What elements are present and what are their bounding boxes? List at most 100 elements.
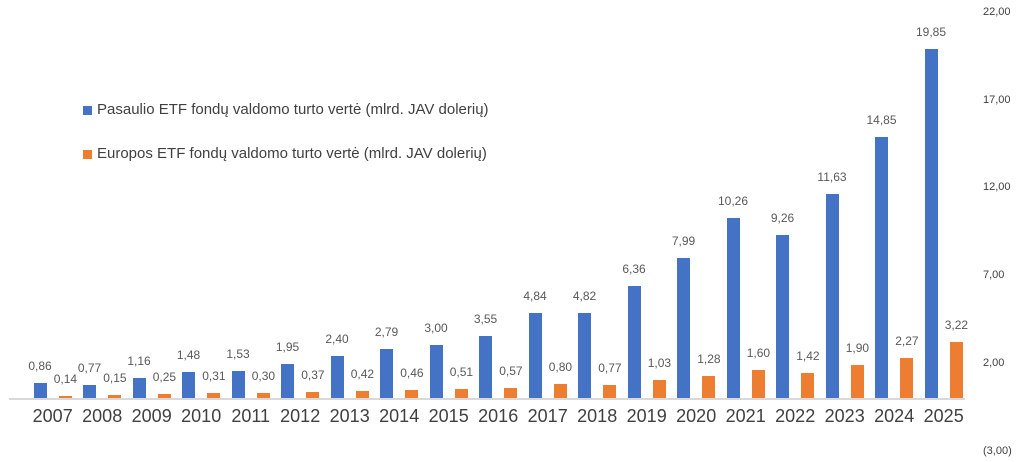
bar-europe-2008 xyxy=(108,395,122,398)
y-axis-tick--3: (3,00) xyxy=(983,444,1012,457)
bar-label-europe-2015: 0,51 xyxy=(449,365,474,379)
bar-europe-2020 xyxy=(702,375,716,398)
x-axis-line xyxy=(9,398,965,400)
x-axis-label-2007: 2007 xyxy=(32,406,73,426)
bar-world-2018 xyxy=(578,313,591,398)
bar-label-europe-2020: 1,28 xyxy=(697,351,721,366)
bar-europe-2022 xyxy=(801,373,815,398)
legend-swatch-world-icon xyxy=(83,105,92,115)
x-axis-label-2015: 2015 xyxy=(428,406,469,426)
bar-label-world-2020: 7,99 xyxy=(671,233,696,248)
x-axis-label-2014: 2014 xyxy=(379,406,420,426)
bar-europe-2017 xyxy=(553,384,567,398)
bar-label-world-2018: 4,82 xyxy=(572,289,597,304)
bar-label-europe-2014: 0,46 xyxy=(400,365,424,380)
bar-label-world-2016: 3,55 xyxy=(473,311,498,326)
x-axis-label-2019: 2019 xyxy=(626,406,667,426)
bar-world-2014 xyxy=(380,349,393,398)
bar-label-europe-2011: 0,30 xyxy=(251,368,276,383)
bar-europe-2015 xyxy=(454,389,468,398)
x-axis-label-2012: 2012 xyxy=(280,406,321,426)
bar-label-world-2024: 14,85 xyxy=(866,113,897,128)
bar-label-europe-2008: 0,15 xyxy=(103,371,127,386)
bar-world-2012 xyxy=(281,363,294,398)
bar-label-world-2012: 1,95 xyxy=(275,339,300,354)
bar-europe-2007 xyxy=(58,395,72,398)
bar-world-2013 xyxy=(330,355,344,398)
bar-label-europe-2013: 0,42 xyxy=(350,366,375,381)
bar-label-europe-2012: 0,37 xyxy=(301,367,325,382)
bar-europe-2011 xyxy=(256,392,270,398)
bar-world-2021 xyxy=(726,217,740,398)
x-axis-label-2021: 2021 xyxy=(725,406,766,426)
bar-label-europe-2024: 2,27 xyxy=(895,334,919,349)
x-axis-label-2010: 2010 xyxy=(181,406,222,426)
bar-label-europe-2007: 0,14 xyxy=(53,371,78,386)
bar-europe-2024 xyxy=(900,358,914,398)
bar-europe-2013 xyxy=(355,390,369,398)
x-axis-label-2022: 2022 xyxy=(775,406,816,426)
bar-label-world-2021: 10,26 xyxy=(717,193,749,208)
y-axis-tick-17: 17,00 xyxy=(983,93,1011,106)
legend-label-world: Pasaulio ETF fondų valdomo turto vertė (… xyxy=(97,101,489,118)
bar-world-2015 xyxy=(429,345,443,398)
y-axis-tick-22: 22,00 xyxy=(983,5,1011,18)
bar-label-europe-2016: 0,57 xyxy=(499,364,523,378)
bar-world-2011 xyxy=(231,371,245,398)
bar-label-world-2014: 2,79 xyxy=(374,325,399,339)
y-axis-tick-12: 12,00 xyxy=(983,181,1011,194)
bar-world-2016 xyxy=(479,335,492,398)
bar-label-europe-2022: 1,42 xyxy=(796,349,820,364)
x-axis-label-2016: 2016 xyxy=(478,406,519,426)
bar-world-2010 xyxy=(182,372,195,398)
bar-europe-2009 xyxy=(157,393,171,398)
bar-world-2019 xyxy=(627,286,641,398)
bar-europe-2012 xyxy=(306,391,320,398)
legend-label-europe: Europos ETF fondų valdomo turto vertė (m… xyxy=(97,145,487,162)
bar-label-world-2019: 6,36 xyxy=(622,262,646,277)
bar-label-europe-2017: 0,80 xyxy=(548,360,573,374)
bar-world-2024 xyxy=(875,137,888,398)
bar-world-2017 xyxy=(528,313,542,398)
y-axis-tick-2: 2,00 xyxy=(983,356,1005,369)
x-axis-label-2020: 2020 xyxy=(676,406,717,426)
bar-world-2022 xyxy=(776,235,789,398)
bar-label-europe-2019: 1,03 xyxy=(647,355,672,370)
x-axis-label-2013: 2013 xyxy=(329,406,370,426)
legend-item-world: Pasaulio ETF fondų valdomo turto vertė (… xyxy=(83,101,489,119)
bar-label-world-2011: 1,53 xyxy=(226,347,250,362)
bar-world-2020 xyxy=(677,257,690,398)
bar-label-world-2010: 1,48 xyxy=(176,348,201,362)
bar-world-2008 xyxy=(83,384,96,398)
bar-europe-2023 xyxy=(850,364,864,398)
bar-europe-2019 xyxy=(652,379,666,398)
legend-swatch-europe-icon xyxy=(83,149,92,159)
bar-europe-2016 xyxy=(504,388,518,398)
bar-world-2009 xyxy=(132,377,146,398)
x-axis-label-2023: 2023 xyxy=(824,406,865,426)
x-axis-label-2017: 2017 xyxy=(527,406,568,426)
bar-label-world-2023: 11,63 xyxy=(817,169,847,184)
bar-label-world-2015: 3,00 xyxy=(424,321,448,336)
bar-world-2025 xyxy=(924,49,938,398)
bar-label-europe-2010: 0,31 xyxy=(202,368,226,383)
bar-label-europe-2009: 0,25 xyxy=(152,369,177,384)
x-axis-label-2025: 2025 xyxy=(923,406,964,426)
bar-label-world-2025: 19,85 xyxy=(915,25,947,40)
bar-label-world-2022: 9,26 xyxy=(770,211,795,226)
bar-europe-2010 xyxy=(207,392,221,398)
bar-europe-2025 xyxy=(949,341,963,398)
x-axis-label-2008: 2008 xyxy=(82,406,123,426)
bar-label-world-2009: 1,16 xyxy=(127,353,151,368)
bar-world-2023 xyxy=(825,193,839,398)
bar-label-world-2013: 2,40 xyxy=(325,331,349,346)
bar-world-2007 xyxy=(33,382,47,398)
bar-label-world-2008: 0,77 xyxy=(77,360,102,375)
x-axis-label-2009: 2009 xyxy=(131,406,172,426)
bar-label-europe-2025: 3,22 xyxy=(944,317,969,332)
legend-item-europe: Europos ETF fondų valdomo turto vertė (m… xyxy=(83,145,487,163)
bar-label-world-2017: 4,84 xyxy=(523,289,547,303)
x-axis-label-2018: 2018 xyxy=(577,406,618,426)
y-axis-tick-7: 7,00 xyxy=(983,269,1005,282)
